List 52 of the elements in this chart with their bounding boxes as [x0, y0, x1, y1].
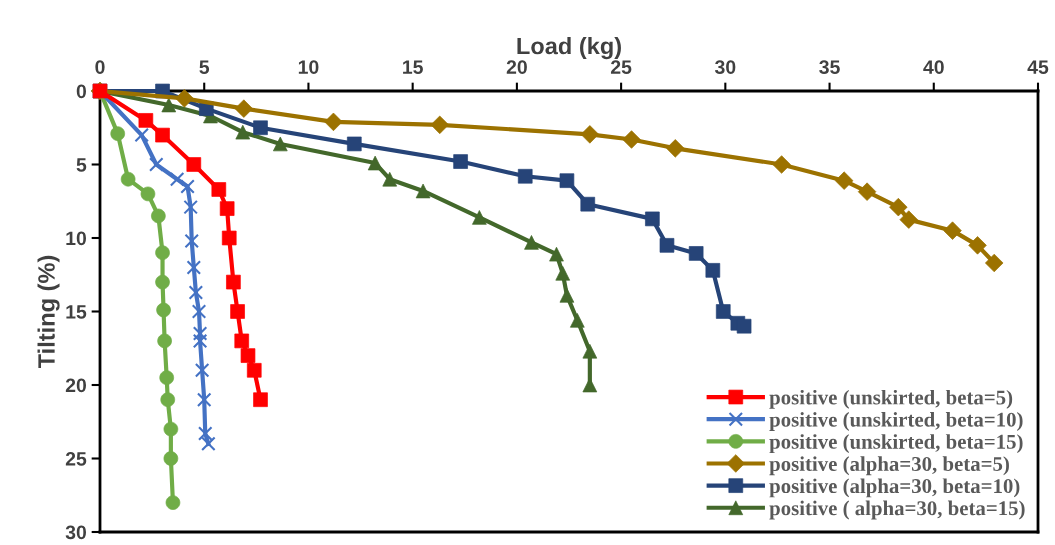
x-tick-label: 5	[199, 60, 210, 74]
y-axis-title: Tilting (%)	[37, 255, 60, 369]
point	[169, 171, 185, 187]
point	[148, 157, 164, 172]
point	[184, 233, 200, 249]
point	[736, 318, 752, 334]
point	[234, 333, 250, 349]
y-tick-label: 25	[65, 451, 87, 466]
x-tick-label: 45	[1027, 60, 1049, 74]
point	[134, 127, 149, 143]
point	[194, 363, 210, 378]
y-tick-label: 0	[76, 84, 87, 99]
point	[517, 168, 533, 184]
point	[188, 285, 204, 300]
x-tick-label: 25	[610, 60, 632, 74]
point	[580, 125, 600, 144]
x-tick-label: 35	[819, 60, 840, 74]
y-tick-label: 10	[66, 231, 87, 246]
point	[183, 199, 198, 215]
point	[138, 113, 154, 128]
point	[889, 197, 908, 217]
point	[645, 211, 660, 227]
point	[197, 426, 213, 441]
legend-label: positive (unskirted, beta=5)	[769, 389, 1013, 409]
point	[186, 260, 202, 275]
legend-label: positive ( alpha=30, beta=15)	[769, 500, 1025, 520]
x-tick-label: 40	[923, 60, 944, 74]
point	[226, 274, 241, 290]
y-tick-label: 20	[65, 378, 87, 393]
x-tick-label: 30	[714, 60, 736, 74]
y-tick-label: 5	[76, 158, 87, 172]
x-tick-label: 10	[298, 60, 319, 74]
x-tick-label: 0	[95, 60, 105, 74]
legend-label: positive (alpha=30, beta=5)	[769, 456, 1009, 476]
legend-label: positive (unskirted, beta=15)	[769, 434, 1023, 454]
legend-label: positive (alpha=30, beta=10)	[769, 478, 1020, 498]
point	[240, 348, 256, 363]
point	[192, 326, 208, 341]
point	[196, 392, 212, 407]
point	[180, 179, 195, 194]
point	[192, 333, 208, 349]
y-tick-label: 30	[65, 525, 87, 540]
point	[246, 363, 262, 378]
point	[191, 304, 207, 319]
x-axis-title: Load (kg)	[517, 37, 621, 60]
x-tick-label: 20	[506, 60, 527, 74]
point	[347, 136, 362, 152]
point	[201, 436, 216, 452]
x-tick-label: 15	[403, 60, 423, 74]
y-tick-label: 15	[66, 305, 87, 319]
point	[688, 246, 704, 261]
legend-label: positive (unskirted, beta=10)	[769, 412, 1023, 431]
